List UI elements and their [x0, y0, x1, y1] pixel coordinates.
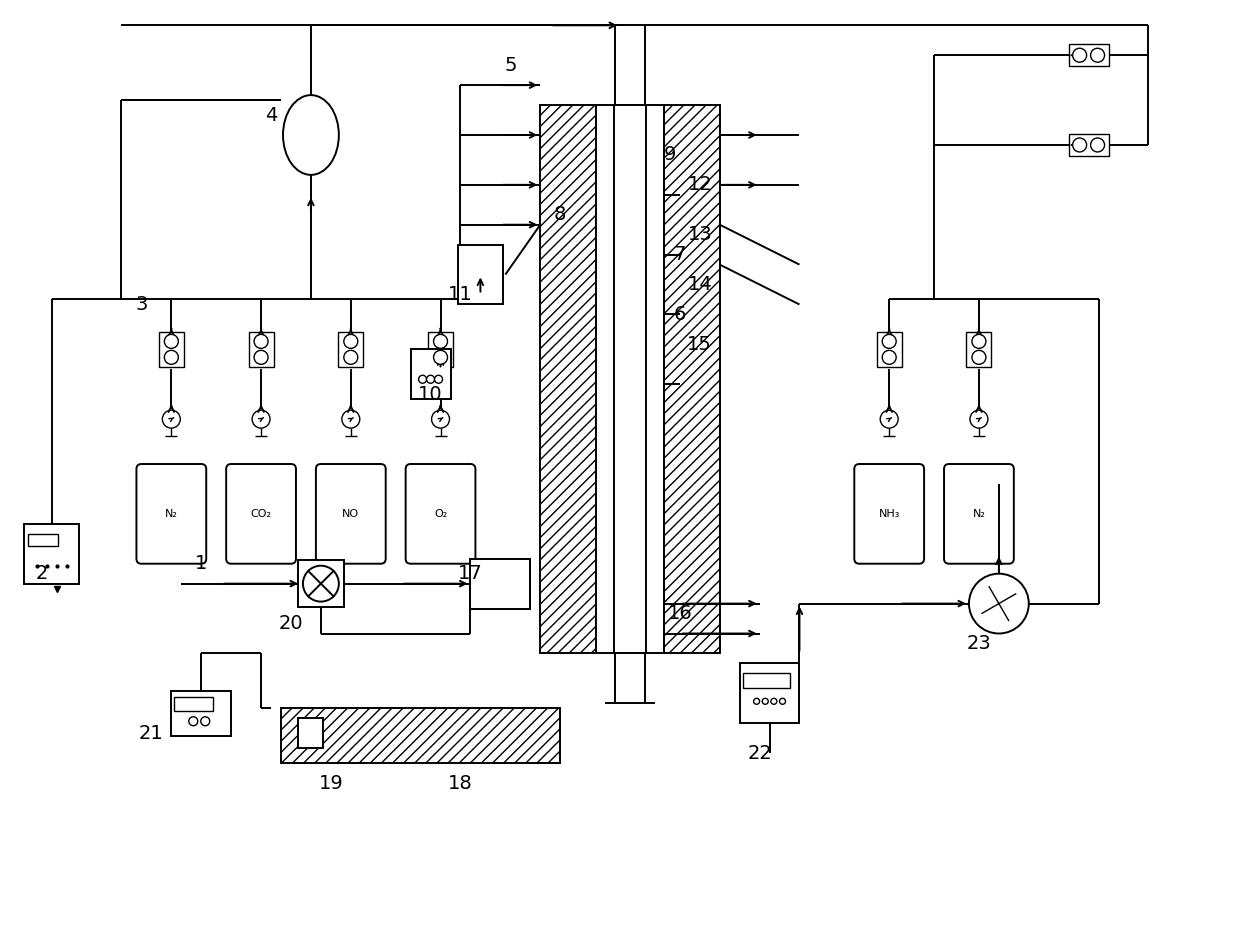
Circle shape — [880, 410, 898, 428]
Bar — [1069, 134, 1109, 156]
Circle shape — [1091, 138, 1105, 152]
Circle shape — [754, 699, 760, 704]
Text: 10: 10 — [418, 385, 443, 403]
Text: 19: 19 — [319, 773, 343, 793]
Bar — [596, 106, 665, 654]
Text: 13: 13 — [687, 225, 712, 244]
Circle shape — [968, 573, 1029, 633]
FancyBboxPatch shape — [136, 464, 206, 564]
Circle shape — [162, 410, 180, 428]
Text: 15: 15 — [687, 335, 712, 354]
Text: NO: NO — [342, 509, 360, 519]
Bar — [25, 524, 79, 584]
Text: 18: 18 — [448, 773, 472, 793]
Bar — [541, 106, 596, 654]
Bar — [175, 698, 213, 712]
Circle shape — [1091, 49, 1105, 63]
Text: 22: 22 — [748, 743, 773, 763]
Bar — [298, 560, 345, 607]
Circle shape — [780, 699, 785, 704]
Text: 4: 4 — [265, 106, 278, 124]
Text: 6: 6 — [673, 305, 686, 324]
Bar — [29, 534, 58, 545]
Text: CO₂: CO₂ — [250, 509, 272, 519]
Text: O₂: O₂ — [434, 509, 448, 519]
Text: 7: 7 — [673, 245, 686, 264]
Text: 23: 23 — [966, 634, 991, 653]
Bar — [410, 349, 450, 399]
Circle shape — [254, 350, 268, 364]
Circle shape — [972, 350, 986, 364]
Bar — [877, 332, 901, 367]
Circle shape — [771, 699, 777, 704]
Circle shape — [303, 566, 339, 601]
Circle shape — [972, 334, 986, 348]
Text: 17: 17 — [458, 564, 482, 583]
FancyBboxPatch shape — [405, 464, 475, 564]
FancyBboxPatch shape — [226, 464, 296, 564]
Circle shape — [342, 410, 360, 428]
Text: 11: 11 — [448, 285, 472, 304]
Text: N₂: N₂ — [165, 509, 177, 519]
Circle shape — [427, 375, 434, 383]
Text: 9: 9 — [663, 146, 676, 164]
Bar — [966, 332, 992, 367]
FancyBboxPatch shape — [316, 464, 386, 564]
Text: 16: 16 — [667, 604, 692, 623]
Text: 21: 21 — [139, 724, 164, 743]
Bar — [743, 673, 790, 688]
Circle shape — [432, 410, 450, 428]
Bar — [281, 708, 560, 763]
Text: 8: 8 — [554, 205, 567, 224]
FancyBboxPatch shape — [944, 464, 1014, 564]
Bar — [428, 332, 453, 367]
Text: NH₃: NH₃ — [878, 509, 900, 519]
Text: N₂: N₂ — [972, 509, 986, 519]
Bar — [339, 332, 363, 367]
Circle shape — [434, 350, 448, 364]
Bar — [1069, 44, 1109, 66]
Circle shape — [252, 410, 270, 428]
Bar — [470, 559, 531, 609]
Ellipse shape — [283, 95, 339, 175]
Circle shape — [343, 350, 358, 364]
Circle shape — [763, 699, 769, 704]
Bar — [458, 245, 503, 304]
Text: 12: 12 — [687, 176, 712, 194]
Circle shape — [1073, 49, 1086, 63]
Text: 5: 5 — [505, 56, 517, 75]
Bar — [159, 332, 184, 367]
Circle shape — [419, 375, 427, 383]
Text: 2: 2 — [36, 564, 48, 583]
Bar — [614, 106, 646, 654]
Bar — [665, 106, 719, 654]
Circle shape — [165, 334, 179, 348]
Circle shape — [1073, 138, 1086, 152]
Text: 14: 14 — [687, 275, 712, 294]
Circle shape — [882, 350, 897, 364]
Circle shape — [434, 375, 443, 383]
Circle shape — [254, 334, 268, 348]
Circle shape — [434, 334, 448, 348]
Text: 3: 3 — [135, 295, 148, 314]
Bar — [739, 663, 800, 723]
Bar — [470, 559, 531, 609]
Text: 20: 20 — [279, 614, 304, 633]
Circle shape — [882, 334, 897, 348]
Circle shape — [165, 350, 179, 364]
Circle shape — [970, 410, 988, 428]
Circle shape — [188, 716, 197, 726]
Bar — [171, 691, 231, 736]
Circle shape — [201, 716, 210, 726]
Bar — [299, 718, 324, 748]
Bar — [248, 332, 274, 367]
Text: 1: 1 — [195, 554, 207, 573]
FancyBboxPatch shape — [854, 464, 924, 564]
Circle shape — [343, 334, 358, 348]
